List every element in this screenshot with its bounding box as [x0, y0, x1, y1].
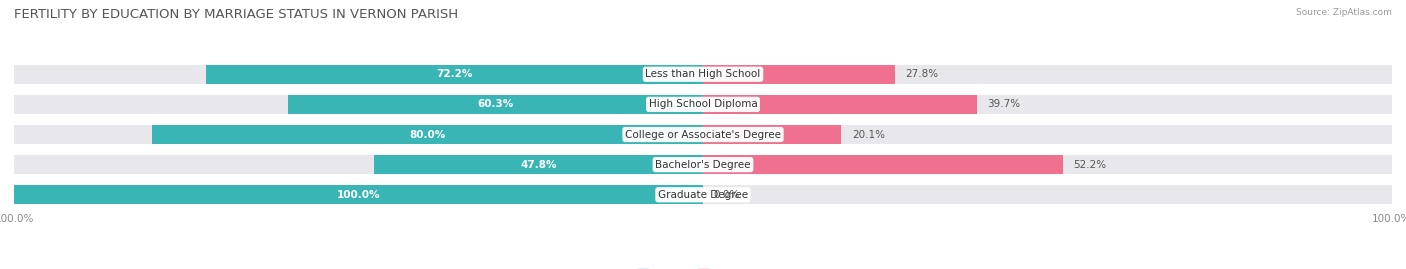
Bar	[205, 65, 703, 84]
Text: 47.8%: 47.8%	[520, 160, 557, 170]
Bar	[14, 185, 703, 204]
Text: 39.7%: 39.7%	[987, 99, 1019, 109]
Bar	[703, 155, 1063, 174]
Bar	[703, 95, 977, 114]
Text: FERTILITY BY EDUCATION BY MARRIAGE STATUS IN VERNON PARISH: FERTILITY BY EDUCATION BY MARRIAGE STATU…	[14, 8, 458, 21]
Bar	[703, 65, 894, 84]
Bar	[14, 155, 1392, 174]
Text: 72.2%: 72.2%	[436, 69, 472, 79]
Bar	[152, 125, 703, 144]
Text: 0.0%: 0.0%	[713, 190, 740, 200]
Text: Graduate Degree: Graduate Degree	[658, 190, 748, 200]
Text: 20.1%: 20.1%	[852, 129, 884, 140]
Bar	[14, 65, 1392, 84]
Bar	[14, 95, 1392, 114]
Bar	[14, 125, 1392, 144]
Bar	[374, 155, 703, 174]
Text: 80.0%: 80.0%	[409, 129, 446, 140]
Bar	[288, 95, 703, 114]
Text: College or Associate's Degree: College or Associate's Degree	[626, 129, 780, 140]
Text: Less than High School: Less than High School	[645, 69, 761, 79]
Text: 52.2%: 52.2%	[1073, 160, 1107, 170]
Text: 27.8%: 27.8%	[905, 69, 938, 79]
Text: 60.3%: 60.3%	[477, 99, 513, 109]
Text: 100.0%: 100.0%	[337, 190, 380, 200]
Bar	[703, 125, 841, 144]
Text: Source: ZipAtlas.com: Source: ZipAtlas.com	[1296, 8, 1392, 17]
Legend: Married, Unmarried: Married, Unmarried	[634, 264, 772, 269]
Text: High School Diploma: High School Diploma	[648, 99, 758, 109]
Bar	[14, 185, 1392, 204]
Text: Bachelor's Degree: Bachelor's Degree	[655, 160, 751, 170]
